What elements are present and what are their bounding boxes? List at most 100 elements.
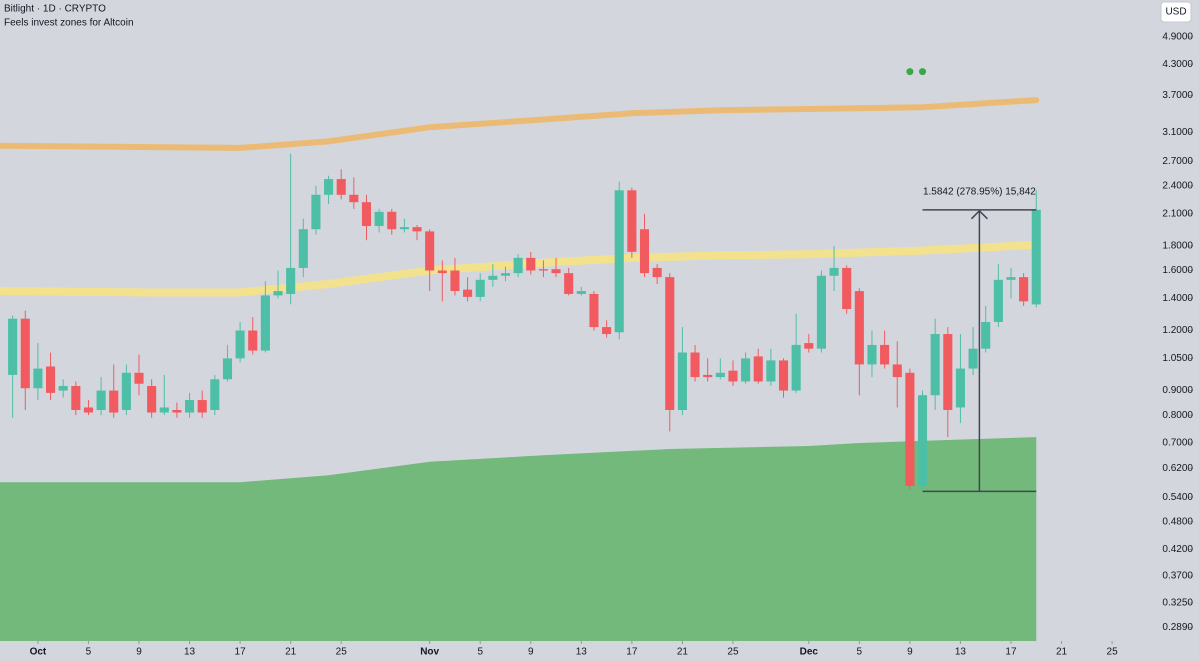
candle-body <box>677 352 687 410</box>
x-tick-label: 9 <box>136 647 142 658</box>
candle-body <box>311 194 321 230</box>
x-tick-label: 9 <box>528 647 534 658</box>
candle-body <box>159 407 169 413</box>
candle-body <box>513 257 523 274</box>
y-tick-label: 1.6000 <box>1162 265 1193 276</box>
candle-body <box>854 291 864 365</box>
y-tick-label: 3.1000 <box>1162 127 1193 138</box>
candle-body <box>728 370 738 382</box>
y-tick-label: 1.2000 <box>1162 325 1193 336</box>
x-tick-label: 9 <box>907 647 913 658</box>
y-tick-label: 0.7000 <box>1162 438 1193 449</box>
candle-body <box>589 293 599 328</box>
x-tick-label: 25 <box>336 647 348 658</box>
candle-body <box>753 356 763 382</box>
candle-body <box>488 275 498 280</box>
chart-subtitle: Feels invest zones for Altcoin <box>4 18 134 29</box>
candle-body <box>475 279 485 297</box>
candle-body <box>8 318 18 375</box>
x-tick-label: 13 <box>184 647 196 658</box>
x-tick-label: 13 <box>576 647 588 658</box>
y-tick-label: 0.9000 <box>1162 385 1193 396</box>
candle-body <box>500 273 511 276</box>
x-tick-label: 17 <box>626 647 638 658</box>
y-tick-label: 1.8000 <box>1162 241 1193 252</box>
y-tick-label: 2.7000 <box>1162 156 1193 167</box>
candle-body <box>425 231 435 271</box>
signal-dot <box>919 68 927 76</box>
x-tick-label: 17 <box>1005 647 1017 658</box>
x-tick-label: 13 <box>955 647 967 658</box>
candle-body <box>197 400 207 413</box>
candle-body <box>172 409 182 413</box>
candle-body <box>791 344 801 391</box>
currency-button[interactable] <box>1160 1 1192 23</box>
candle-body <box>639 229 650 274</box>
x-tick-label: 25 <box>727 647 739 658</box>
y-tick-label: 2.1000 <box>1162 208 1193 219</box>
candle-body <box>1006 277 1016 280</box>
y-tick-label: 0.6200 <box>1162 463 1193 474</box>
chart-title: Bitlight · 1D · CRYPTO <box>4 4 106 15</box>
candle-body <box>576 291 586 294</box>
y-tick-label: 0.4800 <box>1162 516 1193 527</box>
candle-body <box>968 348 978 369</box>
x-tick-label: 21 <box>677 647 689 658</box>
measure-arrowhead <box>970 209 988 220</box>
candle-body <box>33 368 43 389</box>
candle-body <box>1031 209 1041 305</box>
candle-body <box>703 374 713 378</box>
x-tick-label: Nov <box>420 647 439 658</box>
x-tick-label: Oct <box>30 647 47 658</box>
x-tick-label: 5 <box>857 647 863 658</box>
x-tick-label: 17 <box>235 647 247 658</box>
candle-body <box>210 379 220 410</box>
candle-body <box>614 190 624 333</box>
candle-body <box>437 270 447 274</box>
candle-body <box>804 343 814 349</box>
y-tick-label: 1.4000 <box>1162 293 1193 304</box>
candle-body <box>20 318 30 389</box>
x-tick-label: 21 <box>1056 647 1068 658</box>
candle-body <box>943 334 953 410</box>
candle-body <box>741 358 751 382</box>
zone-area <box>0 437 1037 641</box>
candle-body <box>538 269 548 271</box>
candle-body <box>551 269 561 274</box>
candle-body <box>121 372 131 410</box>
candle-body <box>905 372 915 486</box>
candle-body <box>58 385 68 391</box>
candle-body <box>248 330 258 351</box>
candle-body <box>83 407 94 413</box>
candle-body <box>690 352 700 378</box>
candle-body <box>260 295 270 351</box>
y-tick-label: 0.5400 <box>1162 492 1193 503</box>
candle-body <box>399 227 409 230</box>
y-tick-label: 4.3000 <box>1162 59 1193 70</box>
candle-body <box>880 344 890 365</box>
candle-body <box>842 267 852 310</box>
candle-body <box>109 390 119 413</box>
candle-body <box>46 366 56 393</box>
y-tick-label: 0.2890 <box>1162 622 1193 633</box>
candle-body <box>981 322 991 349</box>
currency-label[interactable]: USD <box>1165 7 1186 18</box>
candle-body <box>602 327 612 335</box>
candle-body <box>361 202 372 227</box>
candle-body <box>627 190 637 252</box>
plot-area: 1.5842 (278.95%) 15,842 <box>0 68 1041 641</box>
candle-body <box>185 400 195 413</box>
candle-body <box>652 267 662 278</box>
y-tick-label: 0.3250 <box>1162 598 1193 609</box>
candle-body <box>816 275 826 349</box>
y-tick-label: 4.9000 <box>1162 32 1193 43</box>
measure-label: 1.5842 (278.95%) 15,842 <box>923 186 1036 197</box>
candle-body <box>766 360 776 382</box>
y-tick-label: 0.3700 <box>1162 571 1193 582</box>
y-tick-label: 0.4200 <box>1162 544 1193 555</box>
candle-body <box>450 270 460 292</box>
signal-dot <box>906 68 914 76</box>
candle-body <box>298 229 308 268</box>
